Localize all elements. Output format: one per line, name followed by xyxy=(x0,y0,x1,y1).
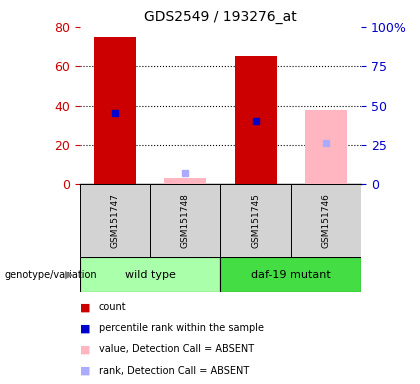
Bar xyxy=(234,56,277,184)
Bar xyxy=(94,37,136,184)
Text: rank, Detection Call = ABSENT: rank, Detection Call = ABSENT xyxy=(99,366,249,376)
Text: ■: ■ xyxy=(80,323,90,333)
Text: GSM151748: GSM151748 xyxy=(181,194,190,248)
Bar xyxy=(220,257,361,292)
Text: genotype/variation: genotype/variation xyxy=(4,270,97,280)
Bar xyxy=(220,184,291,257)
Text: ■: ■ xyxy=(80,302,90,312)
Text: wild type: wild type xyxy=(125,270,176,280)
Title: GDS2549 / 193276_at: GDS2549 / 193276_at xyxy=(144,10,297,25)
Bar xyxy=(164,179,206,184)
Text: ■: ■ xyxy=(80,344,90,354)
Text: percentile rank within the sample: percentile rank within the sample xyxy=(99,323,264,333)
Bar xyxy=(305,109,347,184)
Text: GSM151746: GSM151746 xyxy=(322,194,331,248)
Text: ▶: ▶ xyxy=(65,270,73,280)
Bar xyxy=(80,257,220,292)
Bar xyxy=(291,184,361,257)
Text: GSM151745: GSM151745 xyxy=(251,194,260,248)
Bar xyxy=(80,184,150,257)
Text: count: count xyxy=(99,302,126,312)
Bar xyxy=(150,184,220,257)
Text: ■: ■ xyxy=(80,366,90,376)
Text: GSM151747: GSM151747 xyxy=(110,194,119,248)
Text: daf-19 mutant: daf-19 mutant xyxy=(251,270,331,280)
Text: value, Detection Call = ABSENT: value, Detection Call = ABSENT xyxy=(99,344,254,354)
